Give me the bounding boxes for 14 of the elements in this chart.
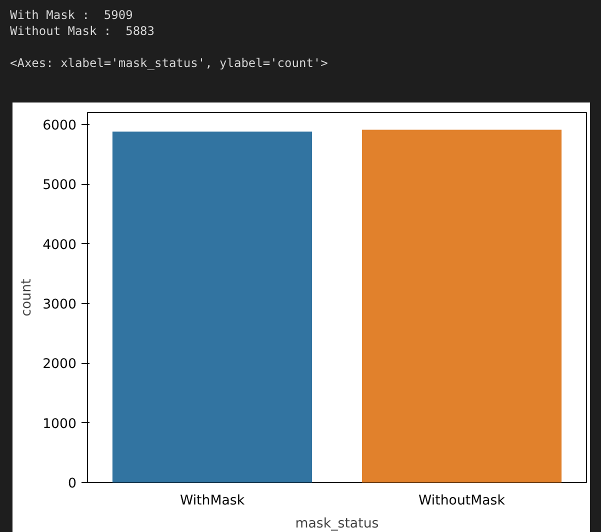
x-axis-title: mask_status (295, 516, 379, 532)
x-tick-label: WithMask (180, 494, 245, 508)
y-tick-label: 0 (68, 476, 77, 492)
y-tick-label: 5000 (42, 178, 77, 194)
x-tick-label: WithoutMask (418, 494, 506, 508)
y-tick-label: 4000 (42, 238, 77, 253)
y-tick-label: 1000 (42, 416, 77, 432)
y-tick-label: 3000 (42, 297, 77, 312)
y-tick-label: 2000 (42, 357, 77, 372)
text: Without Mask : 5883 (10, 24, 154, 38)
y-axis-title: count (20, 278, 35, 316)
text: <Axes: xlabel='mask_status', ylabel='count'> (10, 56, 328, 70)
y-tick-label: 6000 (42, 118, 77, 134)
text: With Mask : 5909 (10, 8, 133, 22)
